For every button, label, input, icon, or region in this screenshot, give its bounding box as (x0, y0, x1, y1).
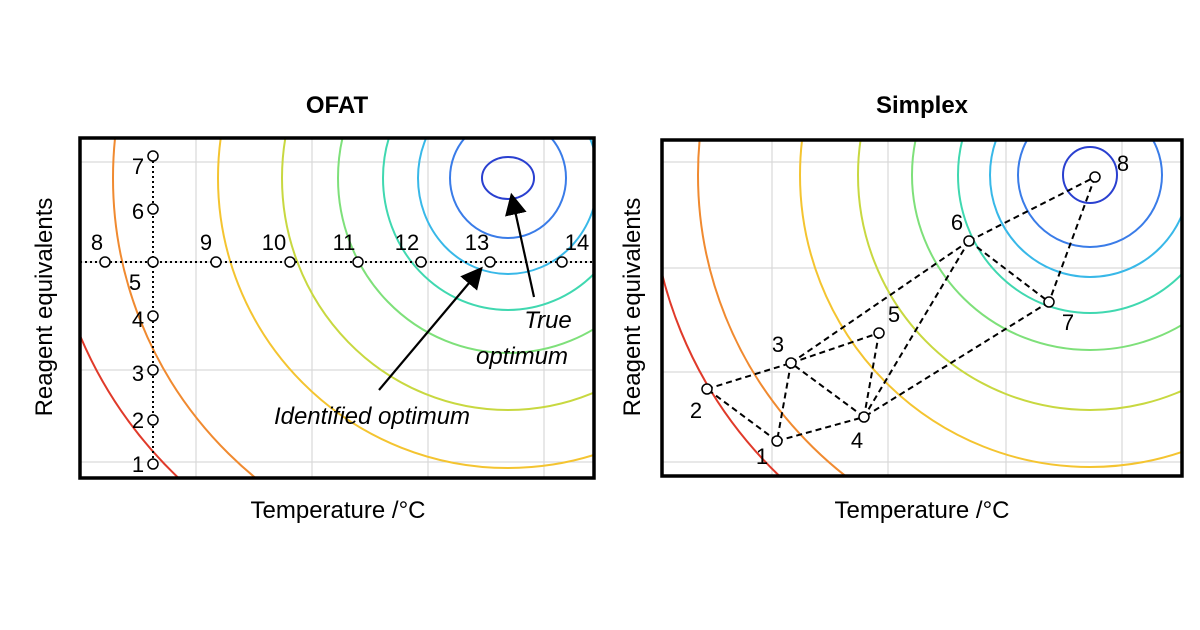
ofat-point-7 (147, 150, 159, 162)
true-optimum-label-line1: True (524, 307, 572, 334)
simplex-point-4 (858, 411, 870, 423)
simplex-label-4: 4 (851, 428, 863, 453)
ofat-label-1: 1 (132, 452, 144, 477)
simplex-label-2: 2 (690, 398, 702, 423)
simplex-label-5: 5 (888, 302, 900, 327)
ofat-y-axis-label: Reagent equivalents (31, 198, 58, 417)
simplex-points (701, 171, 1101, 447)
simplex-plot-area (662, 140, 1182, 476)
ofat-contour-9 (481, 156, 535, 200)
ofat-contour-2 (112, 138, 258, 478)
simplex-contour-5 (911, 140, 1182, 351)
ofat-point-4 (147, 310, 159, 322)
ofat-label-2: 2 (132, 408, 144, 433)
identified-optimum-label: Identified optimum (274, 403, 470, 430)
ofat-point-3 (147, 364, 159, 376)
ofat-point-14 (556, 256, 568, 268)
simplex-contour-7 (989, 140, 1182, 278)
simplex-point-5 (873, 327, 885, 339)
simplex-point-6 (963, 235, 975, 247)
simplex-label-8: 8 (1117, 151, 1129, 176)
ofat-label-4: 4 (132, 307, 144, 332)
ofat-point-11 (352, 256, 364, 268)
simplex-point-2 (701, 383, 713, 395)
identified-optimum-arrow (378, 266, 483, 391)
simplex-contour-8 (1017, 140, 1163, 248)
ofat-contour-3 (217, 138, 594, 469)
ofat-contour-5 (337, 138, 594, 354)
ofat-point-10 (284, 256, 296, 268)
simplex-point-labels: 1 2 3 4 5 6 7 8 (690, 151, 1129, 469)
ofat-contour-6 (382, 138, 594, 311)
ofat-contour-7 (417, 138, 594, 275)
ofat-point-1 (147, 458, 159, 470)
simplex-label-7: 7 (1062, 310, 1074, 335)
ofat-x-axis-label: Temperature /°C (251, 497, 426, 524)
ofat-title: OFAT (306, 92, 369, 119)
simplex-gridlines (662, 140, 1182, 476)
simplex-label-3: 3 (772, 332, 784, 357)
simplex-panel: Simplex (619, 92, 1184, 524)
simplex-frame (660, 138, 1184, 478)
simplex-y-axis-label: Reagent equivalents (619, 198, 646, 417)
ofat-label-14: 14 (565, 230, 589, 255)
simplex-contour-lines (662, 140, 1182, 476)
ofat-contour-4 (281, 138, 594, 411)
simplex-dashed-edges (706, 176, 1096, 442)
ofat-label-5: 5 (129, 270, 141, 295)
simplex-contour-3 (799, 140, 1182, 468)
true-optimum-label-line2: optimum (476, 343, 568, 370)
simplex-point-3 (785, 357, 797, 369)
simplex-label-1: 1 (756, 444, 768, 469)
ofat-point-13 (484, 256, 496, 268)
simplex-label-6: 6 (951, 210, 963, 235)
simplex-contour-9 (1062, 146, 1118, 204)
ofat-label-12: 12 (395, 230, 419, 255)
ofat-frame (78, 136, 596, 480)
ofat-point-8 (99, 256, 111, 268)
ofat-label-8: 8 (91, 230, 103, 255)
ofat-point-12 (415, 256, 427, 268)
ofat-label-10: 10 (262, 230, 286, 255)
simplex-contour-6 (957, 140, 1182, 314)
ofat-label-7: 7 (132, 154, 144, 179)
simplex-contour-4 (857, 140, 1182, 411)
simplex-point-7 (1043, 296, 1055, 308)
simplex-point-1 (771, 435, 783, 447)
ofat-label-13: 13 (465, 230, 489, 255)
ofat-point-2 (147, 414, 159, 426)
simplex-title: Simplex (876, 92, 969, 119)
ofat-contour-8 (449, 138, 567, 239)
ofat-label-6: 6 (132, 199, 144, 224)
ofat-point-5 (147, 256, 159, 268)
ofat-label-9: 9 (200, 230, 212, 255)
ofat-point-9 (210, 256, 222, 268)
simplex-point-8 (1089, 171, 1101, 183)
ofat-points (99, 150, 568, 470)
ofat-label-11: 11 (333, 230, 356, 255)
simplex-contour-2 (697, 140, 848, 476)
true-optimum-arrow (505, 192, 536, 298)
simplex-x-axis-label: Temperature /°C (835, 497, 1010, 524)
ofat-point-6 (147, 203, 159, 215)
ofat-label-3: 3 (132, 361, 144, 386)
ofat-point-labels: 1 2 3 4 5 6 7 8 9 10 11 12 13 14 (91, 154, 589, 477)
ofat-panel: OFAT (31, 92, 596, 524)
